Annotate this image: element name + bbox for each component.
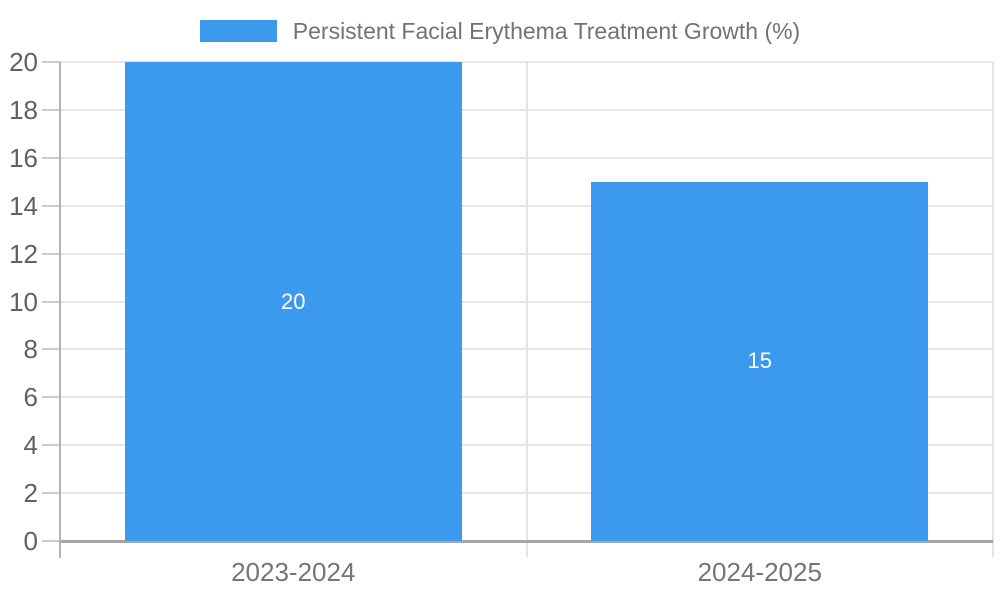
y-tick-label: 0 [23, 526, 38, 556]
bar-value-label: 15 [747, 348, 772, 374]
category-boundary-line [992, 62, 994, 557]
category-boundary-line [525, 62, 528, 557]
y-tick-mark [42, 540, 60, 542]
y-tick-mark [42, 444, 60, 447]
y-tick-label: 16 [9, 142, 38, 173]
x-category-label: 2024-2025 [697, 557, 822, 587]
bar-value-label: 20 [281, 288, 306, 314]
x-axis-baseline [60, 540, 993, 543]
y-tick-label: 12 [9, 238, 38, 269]
y-tick-mark [42, 396, 60, 399]
x-category-label: 2023-2024 [231, 557, 356, 587]
y-tick-label: 6 [23, 382, 38, 413]
y-tick-label: 20 [9, 47, 38, 77]
y-tick-mark [42, 204, 60, 207]
y-tick-mark [42, 61, 60, 63]
bar-2024-2025[interactable] [591, 181, 929, 541]
y-tick-label: 8 [23, 334, 38, 365]
y-tick-mark [42, 300, 60, 303]
legend-swatch [199, 20, 277, 42]
y-tick-label: 2 [23, 478, 38, 509]
legend-label: Persistent Facial Erythema Treatment Gro… [292, 18, 801, 44]
y-tick-label: 18 [9, 94, 38, 125]
y-tick-label: 10 [9, 286, 38, 317]
y-tick-mark [42, 156, 60, 159]
y-axis-line [59, 62, 61, 558]
y-tick-label: 4 [23, 430, 38, 461]
y-tick-label: 14 [9, 190, 38, 221]
y-tick-mark [42, 252, 60, 255]
bar-2023-2024[interactable] [124, 62, 462, 541]
y-tick-mark [42, 108, 60, 111]
y-tick-mark [42, 348, 60, 351]
y-tick-mark [42, 492, 60, 495]
chart-legend[interactable]: Persistent Facial Erythema Treatment Gro… [0, 17, 1000, 45]
